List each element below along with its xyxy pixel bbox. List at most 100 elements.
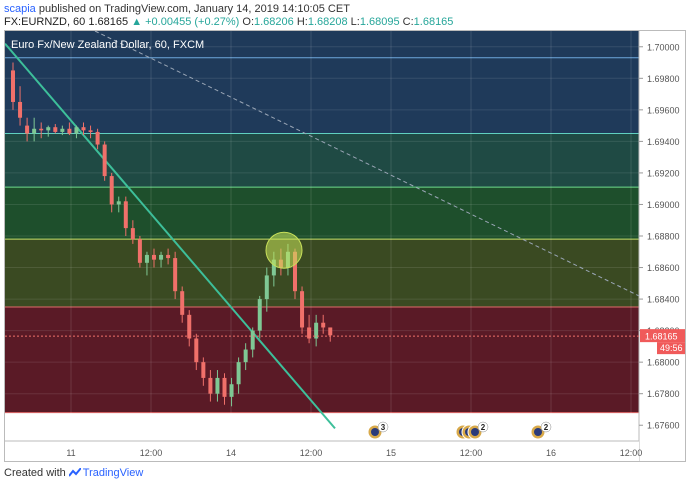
candle-body[interactable] (222, 377, 227, 397)
close-value: 1.68165 (413, 16, 454, 28)
candle-body[interactable] (109, 176, 114, 205)
tradingview-label: TradingView (82, 467, 144, 479)
price-label: 1.68800 (647, 232, 680, 242)
time-label: 15 (386, 448, 396, 458)
candle-body[interactable] (271, 259, 276, 276)
candle-body[interactable] (201, 362, 206, 378)
candle-body[interactable] (208, 377, 213, 394)
candle-body[interactable] (215, 377, 220, 394)
countdown-tag (657, 342, 685, 355)
time-label: 12:00 (620, 448, 643, 458)
candle-body[interactable] (67, 128, 72, 134)
candle-body[interactable] (187, 314, 192, 339)
zone-blue-top (5, 31, 639, 134)
candle-body[interactable] (180, 291, 185, 315)
publish-text: published on TradingView.com, January 14… (35, 3, 350, 15)
price-label: 1.69200 (647, 168, 680, 178)
author-link[interactable]: scapia (4, 3, 36, 15)
candle-body[interactable] (250, 330, 255, 350)
candle-body[interactable] (123, 201, 128, 229)
candle-body[interactable] (314, 322, 319, 339)
event-count-badge (377, 421, 389, 433)
low-value: 1.68095 (359, 16, 400, 28)
tradingview-link[interactable]: TradingView (68, 467, 144, 479)
candle-body[interactable] (257, 299, 262, 331)
symbol-ohlc-line: FX:EURNZD, 60 1.68165 ▲ +0.00455 (+0.27%… (4, 16, 453, 28)
price-label: 1.69800 (647, 74, 680, 84)
high-value: 1.68208 (307, 16, 348, 28)
open-label: O: (239, 16, 254, 28)
price-change: ▲ +0.00455 (+0.27%) (131, 16, 240, 28)
candle-body[interactable] (88, 130, 93, 132)
candle-body[interactable] (293, 251, 297, 292)
footer: Created with TradingView (4, 467, 143, 479)
candle-body[interactable] (307, 327, 312, 339)
price-label: 1.67800 (647, 389, 680, 399)
low-label: L: (347, 16, 360, 28)
event-count-badge (477, 421, 489, 433)
candle-body[interactable] (137, 239, 142, 263)
candle-body[interactable] (95, 131, 100, 145)
price-label: 1.68600 (647, 263, 680, 273)
event-count: 2 (544, 423, 549, 432)
price-chart[interactable]: 1.70000 1.69800 1.69600 1.69400 1.69200 1.690… (4, 30, 686, 462)
time-label: 12:00 (300, 448, 323, 458)
candle-body[interactable] (60, 128, 65, 132)
symbol-label: FX:EURNZD, 60 1.68165 (4, 16, 129, 28)
price-label: 1.68400 (647, 295, 680, 305)
time-label: 16 (546, 448, 556, 458)
event-flag-core (534, 428, 542, 436)
candle-body[interactable] (116, 201, 121, 205)
time-label: 14 (226, 448, 236, 458)
candle-body[interactable] (46, 127, 51, 131)
candle-body[interactable] (264, 275, 269, 300)
last-price-label: 1.68165 (645, 332, 678, 342)
candle-body[interactable] (159, 254, 164, 260)
candle-body[interactable] (173, 258, 178, 292)
candle-body[interactable] (152, 254, 156, 260)
candle-body[interactable] (229, 384, 234, 397)
price-label: 1.67600 (647, 421, 680, 431)
trendline[interactable] (5, 42, 336, 430)
candle-body[interactable] (74, 127, 79, 134)
created-with-text: Created with (4, 467, 66, 479)
candle-body[interactable] (130, 228, 135, 240)
candle-body[interactable] (25, 125, 30, 134)
last-price-tag (640, 329, 685, 343)
candle-body[interactable] (194, 338, 199, 363)
price-label: 1.69600 (647, 105, 680, 115)
candle-body[interactable] (144, 254, 149, 263)
price-axis (639, 31, 685, 461)
event-count: 3 (381, 423, 386, 432)
zone-green (5, 187, 639, 240)
candle-body[interactable] (166, 254, 171, 259)
candle-body[interactable] (18, 101, 23, 118)
price-label: 1.69400 (647, 137, 680, 147)
candle-body[interactable] (321, 322, 326, 328)
candle-body[interactable] (39, 128, 44, 131)
price-label: 1.70000 (647, 42, 680, 52)
time-label: 11 (66, 448, 75, 458)
candle-body[interactable] (236, 362, 241, 385)
chart-canvas[interactable]: 1.70000 1.69800 1.69600 1.69400 1.69200 1.690… (5, 31, 686, 462)
candle-body[interactable] (32, 128, 37, 134)
candle-body[interactable] (11, 70, 15, 102)
price-label: 1.69000 (647, 200, 680, 210)
time-label: 12:00 (140, 448, 163, 458)
publish-info: scapia published on TradingView.com, Jan… (4, 3, 350, 15)
candle-body[interactable] (53, 127, 58, 132)
candle-body[interactable] (243, 349, 248, 363)
price-label: 1.68000 (647, 358, 680, 368)
time-label: 12:00 (460, 448, 483, 458)
candle-body[interactable] (102, 144, 107, 177)
zone-olive (5, 239, 639, 307)
highlight-circle[interactable] (265, 231, 303, 269)
high-label: H: (293, 16, 308, 28)
chart-title: Euro Fx/New Zealand Dollar, 60, FXCM (11, 39, 205, 51)
close-label: C: (399, 16, 414, 28)
candle-body[interactable] (81, 127, 86, 131)
candle-body[interactable] (300, 291, 305, 328)
dashed-trendline[interactable] (94, 31, 640, 297)
event-flag-core (371, 428, 379, 436)
candle-body[interactable] (328, 327, 333, 336)
